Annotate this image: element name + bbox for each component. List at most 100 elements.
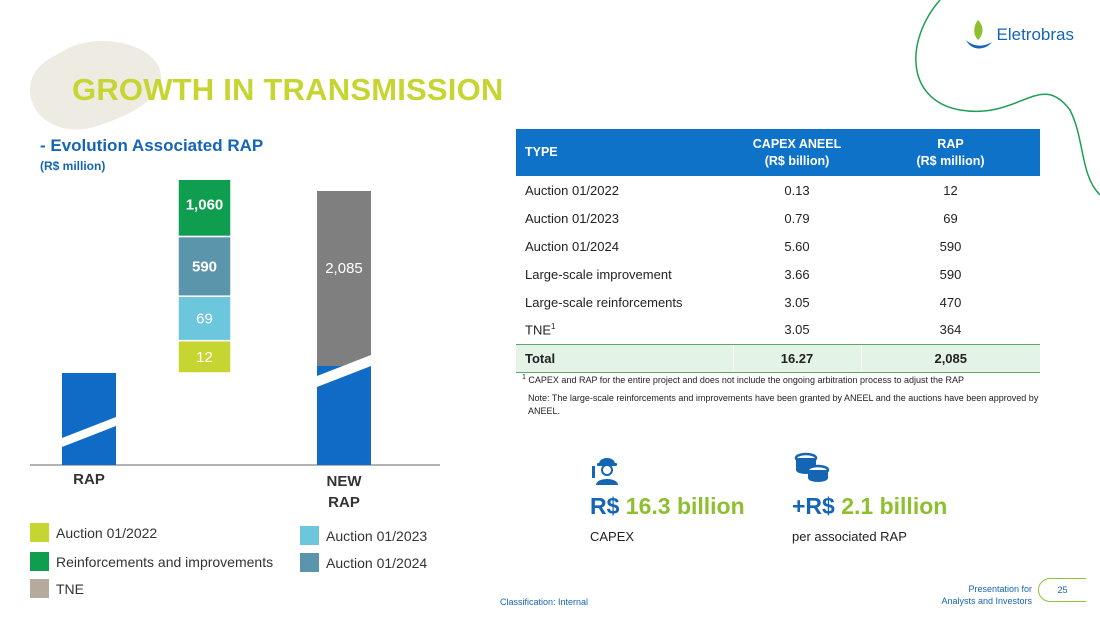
axis-break-new-rap: [317, 355, 371, 387]
category-label-new-rap-line1: NEW: [327, 473, 363, 490]
cell-total-label: Total: [516, 343, 733, 373]
table-row: TNE1 3.05 364: [516, 316, 1040, 344]
cell-rap: 69: [943, 210, 958, 226]
cell-total-capex: 16.27: [732, 343, 861, 373]
table-footnote: 1 CAPEX and RAP for the entire project a…: [522, 374, 964, 385]
category-label-rap: RAP: [73, 471, 105, 488]
coins-icon: [794, 452, 830, 482]
category-label-new-rap-line2: RAP: [328, 494, 360, 511]
bar-new-rap: [317, 191, 371, 366]
bar-segment-auction-01-2024: [177, 235, 232, 297]
cell-capex: 0.79: [784, 210, 810, 226]
logo-text: Eletrobras: [996, 25, 1074, 44]
cell-type: Auction 01/2024: [525, 238, 619, 254]
footnote-sup: 1: [551, 322, 556, 332]
bar-rap: [62, 373, 116, 465]
eletrobras-logo: Eletrobras: [964, 18, 1074, 52]
table-row: Auction 01/2024 5.60 590: [516, 232, 1040, 260]
bar-segment-auction-01-2022: [177, 339, 232, 374]
cell-type: TNE1: [516, 316, 733, 344]
kpi-rap-label: per associated RAP: [792, 529, 907, 544]
table-note: Note: The large-scale reinforcements and…: [528, 393, 1039, 416]
cell-capex: 5.60: [784, 238, 810, 254]
legend-label: Auction 01/2024: [326, 554, 428, 571]
footnote-text: CAPEX and RAP for the entire project and…: [528, 375, 965, 385]
legend-item-reinforcements: Reinforcements and improvements: [30, 552, 273, 571]
header-capex-line1: CAPEX ANEEL: [752, 136, 842, 151]
footnote-mark: 1: [522, 374, 526, 381]
table-row: Large-scale improvement 3.66 590: [516, 260, 1040, 288]
legend-item-auction-2024: Auction 01/2024: [300, 553, 427, 572]
header-type: TYPE: [516, 129, 733, 176]
bar-segment-auction-01-2023: [177, 295, 232, 342]
kpi-capex: R$ 16.3 billion CAPEX: [590, 450, 745, 544]
legend-swatch: [30, 523, 49, 542]
axis-break-rap: [62, 417, 116, 447]
classification-label: Classification: Internal: [500, 597, 589, 607]
header-capex-line2: (R$ billion): [764, 153, 830, 168]
kpi-rap-value: +R$ 2.1 billion: [792, 493, 947, 520]
data-label-auction-01-2022: 12: [196, 349, 213, 366]
cell-capex: 0.13: [784, 182, 810, 198]
legend-swatch: [300, 553, 319, 572]
cell-type-text: TNE: [525, 322, 551, 338]
rap-capex-table: TYPE CAPEX ANEEL (R$ billion) RAP (R$ mi…: [516, 129, 1040, 373]
corner-swoosh-line: [915, 0, 1100, 196]
cell-rap: 12: [943, 182, 958, 198]
header-rap-line1: RAP: [937, 136, 964, 151]
chart-unit: (R$ million): [40, 159, 106, 173]
cell-type: Large-scale reinforcements: [525, 294, 683, 310]
page-title: GROWTH IN TRANSMISSION: [72, 72, 504, 107]
page-number: 25: [1057, 585, 1068, 595]
cell-capex: 3.05: [784, 294, 810, 310]
kpi-prefix: +R$: [792, 493, 842, 519]
table-row: Auction 01/2023 0.79 69: [516, 204, 1040, 232]
presentation-label: Presentation for Analysts and Investors: [941, 583, 1032, 607]
table-total-row: Total 16.27 2,085: [516, 343, 1040, 373]
presentation-line2: Analysts and Investors: [941, 596, 1032, 606]
cell-type: Auction 01/2023: [525, 210, 619, 226]
data-label-reinforcements-and-improvements: 1,060: [186, 196, 224, 213]
legend-label: Auction 01/2022: [56, 524, 158, 541]
kpi-amount: 2.1 billion: [841, 493, 948, 519]
kpi-prefix: R$: [590, 493, 626, 519]
page-number-badge: 25: [1038, 578, 1086, 602]
cell-rap: 364: [939, 322, 962, 338]
legend-label: TNE: [56, 580, 84, 597]
legend-item-auction-2023: Auction 01/2023: [300, 526, 427, 545]
chart-subtitle: - Evolution Associated RAP: [40, 136, 264, 155]
eletrobras-logo-icon: [965, 20, 992, 49]
cell-capex: 3.05: [784, 322, 810, 338]
legend-item-tne: TNE: [30, 579, 84, 598]
legend-item-auction-2022: Auction 01/2022: [30, 523, 157, 542]
legend-label: Reinforcements and improvements: [56, 553, 274, 570]
table-header-row: TYPE CAPEX ANEEL (R$ billion) RAP (R$ mi…: [516, 129, 1040, 176]
data-label-auction-01-2023: 69: [196, 310, 213, 327]
cell-rap: 590: [939, 266, 962, 282]
table-row: Large-scale reinforcements 3.05 470: [516, 288, 1040, 316]
header-rap: RAP (R$ million): [861, 129, 1040, 176]
kpi-capex-value: R$ 16.3 billion: [590, 493, 745, 520]
bar-segment-reinforcements-and-improvements: [177, 180, 232, 238]
legend-swatch: [30, 552, 49, 571]
cell-total-rap: 2,085: [860, 343, 1040, 373]
cell-rap: 470: [939, 294, 962, 310]
worker-icon: [592, 458, 618, 485]
legend-swatch: [30, 579, 49, 598]
cell-capex: 3.66: [784, 266, 810, 282]
legend-swatch: [300, 526, 319, 545]
kpi-capex-label: CAPEX: [590, 529, 635, 544]
presentation-line1: Presentation for: [968, 584, 1032, 594]
cell-type: Auction 01/2022: [525, 182, 619, 198]
title-blob-shape: [30, 40, 161, 130]
header-capex: CAPEX ANEEL (R$ billion): [733, 129, 861, 176]
table-row: Auction 01/2022 0.13 12: [516, 176, 1040, 204]
legend-label: Auction 01/2023: [326, 527, 428, 544]
header-rap-line2: (R$ million): [916, 153, 985, 168]
kpi-amount: 16.3 billion: [625, 493, 745, 519]
kpi-rap: +R$ 2.1 billion per associated RAP: [792, 450, 947, 544]
cell-type: Large-scale improvement: [525, 266, 672, 282]
data-label-auction-01-2024: 590: [192, 258, 217, 275]
